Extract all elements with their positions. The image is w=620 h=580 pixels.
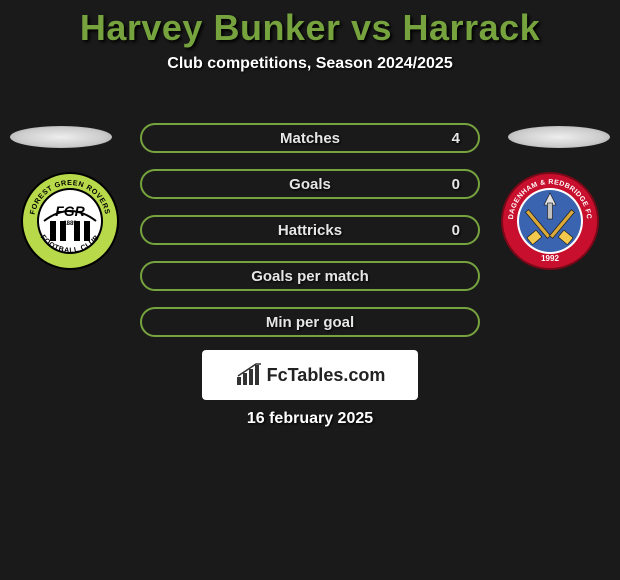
player-left-shadow bbox=[10, 126, 112, 148]
stat-value: 4 bbox=[452, 125, 460, 151]
crest-left-center-text: FGR bbox=[55, 203, 85, 219]
player-right-shadow bbox=[508, 126, 610, 148]
stat-row: Hattricks 0 bbox=[140, 215, 480, 245]
stat-row: Goals per match bbox=[140, 261, 480, 291]
stat-label: Matches bbox=[142, 125, 478, 151]
subtitle: Club competitions, Season 2024/2025 bbox=[0, 55, 620, 73]
date-text: 16 february 2025 bbox=[0, 410, 620, 428]
club-crest-right: DAGENHAM & REDBRIDGE FC 1992 bbox=[500, 171, 600, 271]
stat-label: Hattricks bbox=[142, 217, 478, 243]
stat-label: Goals bbox=[142, 171, 478, 197]
stat-value: 0 bbox=[452, 171, 460, 197]
crest-left-year: 1889 bbox=[63, 221, 77, 227]
stat-row: Min per goal bbox=[140, 307, 480, 337]
crest-right-year: 1992 bbox=[541, 254, 559, 263]
bar-chart-icon bbox=[235, 363, 263, 387]
stat-label: Min per goal bbox=[142, 309, 478, 335]
stat-value: 0 bbox=[452, 217, 460, 243]
stat-row: Goals 0 bbox=[140, 169, 480, 199]
stats-list: Matches 4 Goals 0 Hattricks 0 Goals per … bbox=[140, 123, 480, 353]
page-title: Harvey Bunker vs Harrack bbox=[0, 7, 620, 49]
stats-comparison-card: Harvey Bunker vs Harrack Club competitio… bbox=[0, 0, 620, 580]
brand-logo[interactable]: FcTables.com bbox=[202, 350, 418, 400]
club-crest-left: FOREST GREEN ROVERS FOOTBALL CLUB FGR 18… bbox=[20, 171, 120, 271]
stat-row: Matches 4 bbox=[140, 123, 480, 153]
brand-logo-text: FcTables.com bbox=[267, 365, 386, 386]
stat-label: Goals per match bbox=[142, 263, 478, 289]
